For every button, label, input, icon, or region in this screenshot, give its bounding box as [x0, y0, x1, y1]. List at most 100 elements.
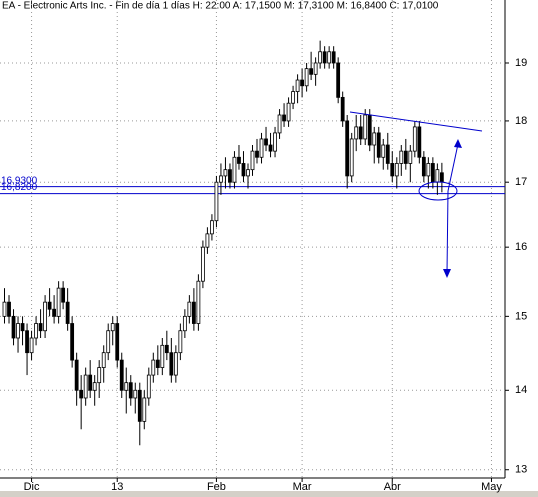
- candle-body: [363, 114, 368, 140]
- candle-body: [205, 233, 210, 248]
- y-tick-label: 19: [515, 57, 527, 69]
- arrow-up: [447, 143, 459, 192]
- y-tick-label: 17: [515, 176, 527, 188]
- candle-body: [300, 79, 304, 87]
- candle-body: [417, 126, 422, 158]
- candle-body: [277, 114, 282, 134]
- x-tick-label: Dic: [24, 481, 40, 493]
- candle-body: [214, 181, 219, 222]
- candle-body: [79, 389, 84, 399]
- arrow-up-head: [454, 139, 462, 148]
- x-tick-label: Abr: [384, 481, 401, 493]
- candle-body: [399, 150, 404, 164]
- x-tick-label: May: [481, 481, 502, 493]
- candle-body: [83, 374, 88, 399]
- candle-body: [309, 68, 314, 75]
- candle-body: [408, 150, 413, 164]
- candle-body: [52, 308, 57, 317]
- candle-body: [16, 323, 20, 339]
- candle-body: [313, 62, 318, 75]
- candle-body: [97, 367, 102, 384]
- chart-title: EA - Electronic Arts Inc. - Fin de día 1…: [2, 1, 439, 12]
- candle-body: [169, 352, 174, 376]
- candle-body: [187, 301, 192, 317]
- candle-body: [25, 330, 29, 354]
- candle-body: [124, 382, 129, 391]
- candle-body: [223, 169, 228, 177]
- candle-body: [439, 172, 444, 182]
- candle-body: [133, 389, 138, 399]
- candle-body: [255, 150, 259, 158]
- candle-body: [34, 323, 38, 339]
- candle-body: [291, 91, 295, 104]
- candle-body: [65, 301, 70, 324]
- candle-body: [219, 175, 223, 183]
- candle-body: [273, 132, 277, 152]
- candle-body: [196, 280, 201, 324]
- scrollbar: [0, 491, 538, 497]
- candle-body: [74, 359, 79, 391]
- candle-body: [259, 138, 264, 158]
- candle-body: [327, 51, 332, 64]
- candle-body: [340, 96, 345, 122]
- candle-body: [282, 114, 286, 122]
- arrow-down: [446, 190, 449, 274]
- candle-body: [349, 138, 354, 177]
- candle-body: [241, 163, 246, 177]
- candle-body: [354, 126, 359, 140]
- candle-body: [421, 156, 426, 177]
- candle-body: [385, 144, 390, 164]
- candle-body: [20, 323, 25, 332]
- candle-body: [376, 132, 381, 158]
- candle-body: [435, 169, 440, 183]
- candle-body: [182, 315, 187, 332]
- candle-body: [43, 301, 47, 332]
- candle-body: [11, 315, 16, 339]
- candle-body: [390, 163, 395, 177]
- y-tick-label: 18: [515, 115, 527, 127]
- candle-body: [137, 389, 142, 422]
- candle-body: [155, 359, 160, 368]
- candle-body: [178, 330, 183, 354]
- candle-body: [56, 287, 61, 317]
- candle-body: [250, 150, 255, 171]
- candle-body: [304, 68, 309, 87]
- arrow-down-head: [443, 269, 451, 278]
- candle-body: [345, 120, 350, 177]
- candle-body: [110, 323, 115, 332]
- candle-body: [228, 169, 232, 183]
- candle-body: [47, 301, 52, 310]
- plot: 13 14 15 16 17 18 19 Dic 13 Feb Mar Abr May 16,930016…: [0, 0, 527, 493]
- candle-body: [38, 323, 43, 332]
- candle-body: [430, 163, 435, 183]
- candle-body: [160, 344, 165, 368]
- candle-body: [264, 138, 268, 146]
- candle-body: [336, 62, 341, 98]
- y-tick-label: 16: [515, 241, 527, 253]
- candle-body: [101, 352, 106, 368]
- candle-body: [426, 163, 431, 177]
- candle-body: [372, 132, 377, 146]
- y-tick-label: 15: [515, 310, 527, 322]
- candle-body: [119, 359, 124, 391]
- candle-body: [201, 246, 205, 282]
- candle-body: [232, 156, 237, 183]
- candle-body: [128, 382, 133, 399]
- candle-body: [367, 114, 372, 146]
- candle-body: [61, 287, 66, 303]
- candle-body: [151, 359, 156, 376]
- candle-body: [268, 144, 273, 152]
- candle-body: [164, 344, 169, 354]
- x-tick-label: 13: [111, 481, 123, 493]
- candle-body: [92, 382, 97, 391]
- candle-body: [286, 102, 291, 122]
- candle-body: [394, 163, 399, 177]
- candle-body: [381, 144, 386, 158]
- candle-body: [142, 397, 147, 422]
- candle-body: [331, 51, 336, 64]
- candle-body: [106, 330, 111, 354]
- candle-body: [173, 352, 178, 376]
- candle-body: [29, 337, 34, 354]
